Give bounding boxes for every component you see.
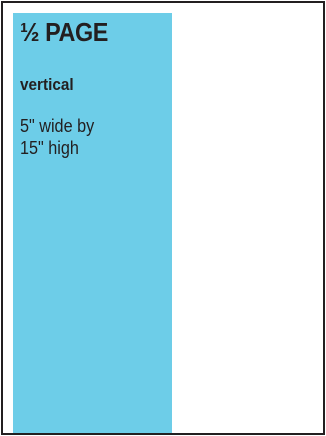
half-page-ad-block — [13, 13, 172, 433]
ad-dimensions-height: 15" high — [20, 138, 79, 158]
ad-orientation-label: vertical — [20, 75, 74, 94]
ad-size-title: ½ PAGE — [20, 17, 108, 47]
ad-dimensions-width: 5" wide by — [20, 116, 95, 136]
ad-dimensions-text: 5" wide by 15" high — [20, 115, 165, 159]
